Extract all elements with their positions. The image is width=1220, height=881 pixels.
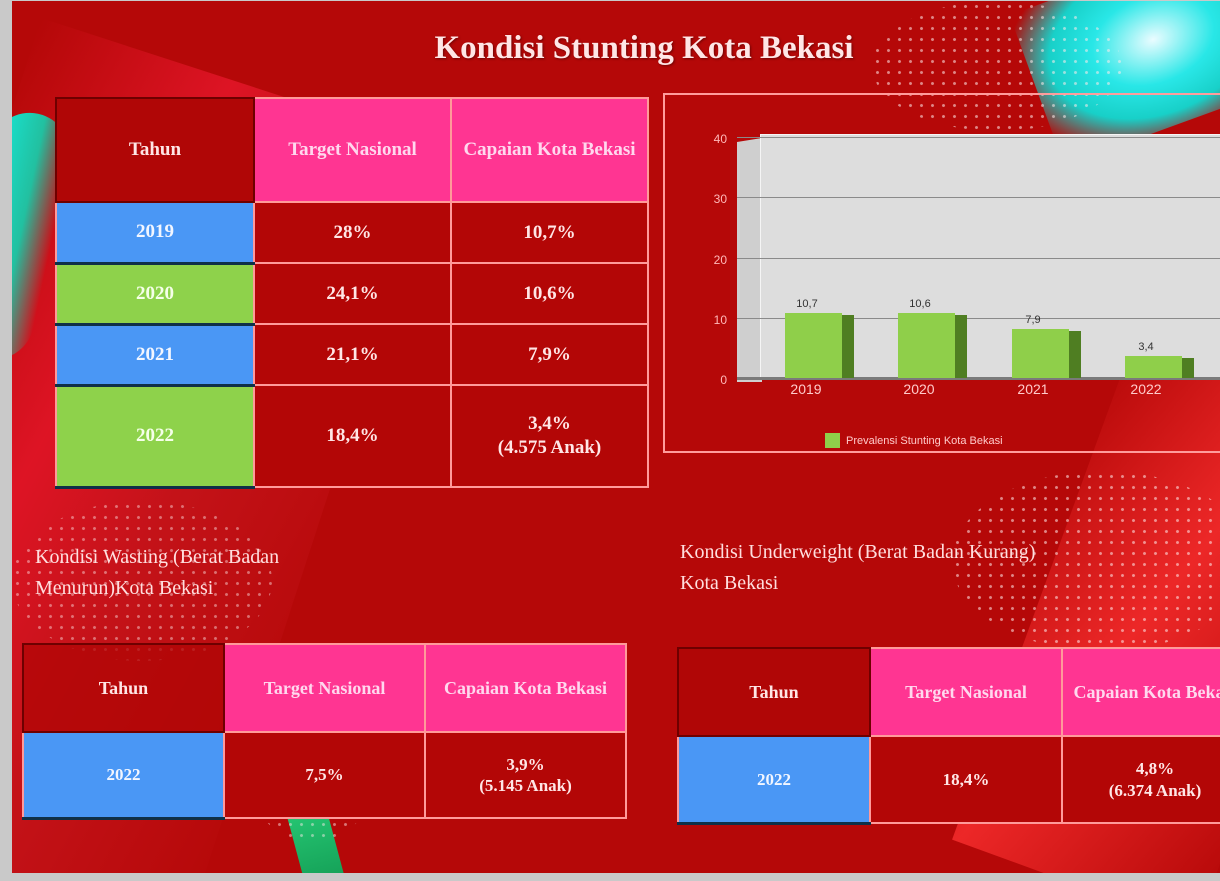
underweight-caption-line1: Kondisi Underweight (Berat Badan Kurang) [680, 541, 1036, 563]
y-tick-label: 10 [713, 313, 727, 327]
stunting-table: Tahun Target Nasional Capaian Kota Bekas… [55, 97, 649, 489]
capaian-cell: 3,9% (5.145 Anak) [424, 731, 627, 819]
capaian-note: (5.145 Anak) [479, 776, 572, 795]
target-cell: 7,5% [223, 731, 426, 819]
target-cell: 24,1% [253, 262, 452, 325]
year-cell: 2022 [55, 384, 255, 489]
capaian-note: (6.374 Anak) [1108, 780, 1202, 800]
year-cell: 2021 [55, 323, 255, 387]
y-tick-label: 0 [720, 373, 727, 387]
bar-2019 [785, 313, 854, 378]
chart-x-axis [737, 377, 1220, 380]
header-tahun: Tahun [677, 647, 871, 737]
header-tahun: Tahun [55, 97, 255, 203]
header-capaian: Capaian Kota Bekasi [450, 97, 649, 203]
capaian-value: 3,4% [528, 413, 571, 435]
gridline [737, 258, 1220, 259]
x-tick-label: 2019 [790, 381, 822, 397]
wasting-caption-line2: Menurun)Kota Bekasi [35, 577, 214, 599]
bar-value-label: 3,4 [1138, 341, 1154, 353]
underweight-caption: Kondisi Underweight (Berat Badan Kurang)… [680, 537, 1200, 599]
header-target-nasional: Target Nasional [253, 97, 452, 203]
table-row: 2022 18,4% 3,4% (4.575 Anak) [55, 384, 649, 489]
header-capaian: Capaian Kota Bekasi [424, 643, 627, 733]
bar-2021 [1012, 329, 1081, 378]
x-tick-label: 2021 [1017, 381, 1049, 397]
bar-2022 [1125, 356, 1194, 378]
capaian-cell: 4,8% (6.374 Anak) [1061, 735, 1220, 824]
underweight-table: Tahun Target Nasional Capaian Kota Bekas… [677, 647, 1220, 825]
target-cell: 21,1% [253, 323, 452, 386]
gridline [737, 137, 1220, 138]
bar-value-label: 10,6 [909, 298, 931, 310]
wasting-table: Tahun Target Nasional Capaian Kota Bekas… [22, 643, 627, 820]
table-row: 2019 28% 10,7% [55, 201, 649, 265]
target-cell: 18,4% [869, 735, 1063, 824]
target-cell: 28% [253, 201, 452, 264]
gridline [737, 197, 1220, 198]
year-cell: 2022 [22, 731, 225, 820]
legend-label: Prevalensi Stunting Kota Bekasi [846, 434, 1003, 447]
header-target-nasional: Target Nasional [869, 647, 1063, 737]
capaian-value: 3,9% [506, 754, 545, 774]
header-capaian: Capaian Kota Bekasi [1061, 647, 1220, 737]
year-cell: 2020 [55, 262, 255, 326]
y-tick-label: 20 [713, 253, 727, 267]
year-cell: 2019 [55, 201, 255, 265]
year-cell: 2022 [677, 735, 871, 825]
capaian-cell: 10,7% [450, 201, 649, 264]
legend-swatch-icon [825, 433, 840, 448]
target-cell: 18,4% [253, 384, 452, 488]
capaian-cell: 3,4% (4.575 Anak) [450, 384, 649, 488]
table-row: 2022 18,4% 4,8% (6.374 Anak) [677, 735, 1220, 825]
page-title: Kondisi Stunting Kota Bekasi [434, 30, 854, 66]
table-row: 2021 21,1% 7,9% [55, 323, 649, 387]
wasting-caption-line1: Kondisi Wasting (Berat Badan [35, 546, 280, 568]
bar-value-label: 7,9 [1025, 314, 1041, 326]
capaian-note: (4.575 Anak) [497, 437, 602, 458]
gridline [737, 318, 1220, 319]
header-target-nasional: Target Nasional [223, 643, 426, 733]
chart-side-wall [737, 138, 762, 382]
capaian-cell: 7,9% [450, 323, 649, 386]
table-row: 2020 24,1% 10,6% [55, 262, 649, 326]
bar-2020 [898, 313, 967, 378]
wasting-caption: Kondisi Wasting (Berat Badan Menurun)Kot… [35, 542, 435, 604]
header-tahun: Tahun [22, 643, 225, 733]
x-tick-label: 2022 [1130, 381, 1162, 397]
x-tick-label: 2020 [903, 381, 935, 397]
bar-value-label: 10,7 [796, 298, 818, 310]
underweight-caption-line2: Kota Bekasi [680, 572, 779, 594]
capaian-value: 4,8% [1135, 759, 1175, 779]
y-tick-label: 40 [713, 132, 727, 146]
capaian-cell: 10,6% [450, 262, 649, 325]
chart-legend: Prevalensi Stunting Kota Bekasi [825, 433, 1003, 448]
y-tick-label: 30 [713, 192, 727, 206]
chart-frame [663, 93, 1220, 453]
table-row: 2022 7,5% 3,9% (5.145 Anak) [22, 731, 627, 820]
